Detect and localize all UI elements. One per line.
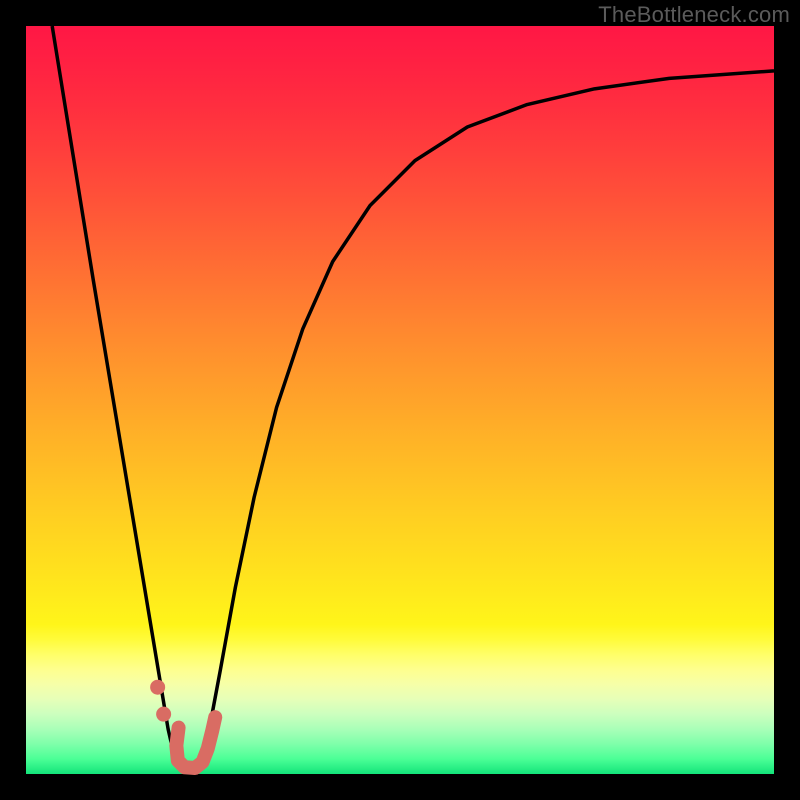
chart-canvas: TheBottleneck.com [0,0,800,800]
highlight-dot [156,707,171,722]
plot-background [26,26,774,774]
chart-svg [0,0,800,800]
highlight-dot [150,680,165,695]
watermark-text: TheBottleneck.com [598,2,790,28]
